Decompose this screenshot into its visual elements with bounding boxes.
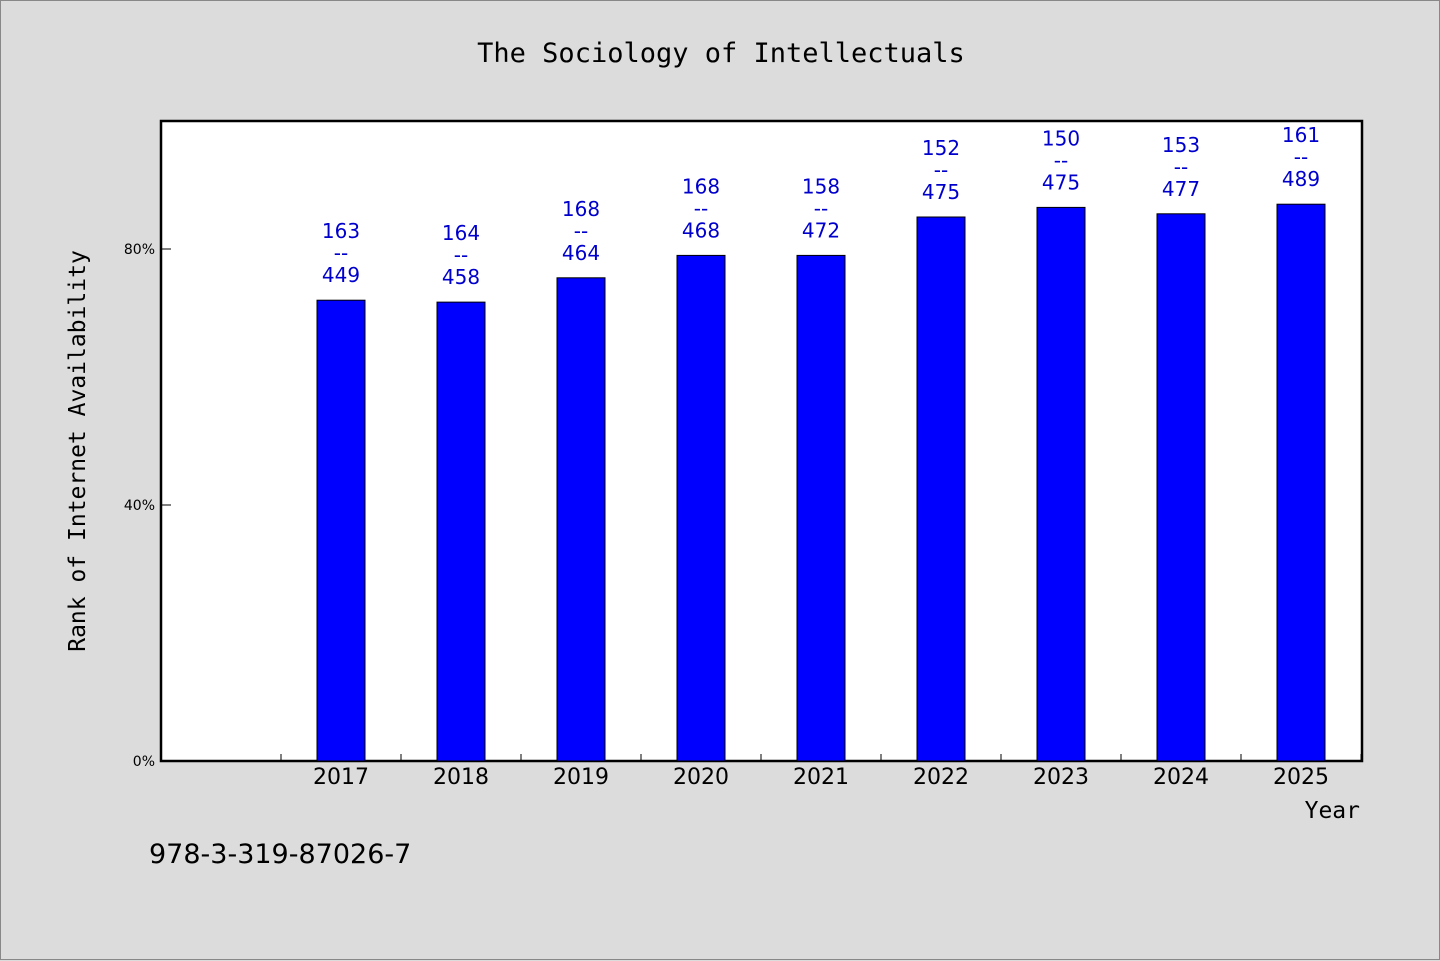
bar-label-2018-sep: --	[454, 243, 468, 267]
bar-2021	[796, 254, 846, 762]
y-tick-label: 0%	[133, 754, 155, 770]
x-tick-label-2023: 2023	[1033, 765, 1089, 790]
bar-label-2024-top: 153	[1162, 133, 1200, 157]
x-tick-label-2020: 2020	[673, 765, 729, 790]
bar-label-2022-top: 152	[922, 136, 960, 160]
y-tick-label: 40%	[124, 498, 155, 514]
bar-2020	[676, 254, 726, 762]
x-axis-label: Year	[1305, 798, 1360, 824]
y-tick-label: 80%	[124, 242, 155, 258]
bar-label-2019-top: 168	[562, 197, 600, 221]
bar-2025	[1276, 203, 1326, 762]
bar-label-2021-bottom: 472	[802, 218, 840, 242]
x-tick-label-2019: 2019	[553, 765, 609, 790]
bar-label-2017-sep: --	[334, 241, 348, 265]
bar-label-2017-top: 163	[322, 219, 360, 243]
bar-label-2018-bottom: 458	[442, 265, 480, 289]
bar-label-2019-sep: --	[574, 219, 588, 243]
bar-label-2025-sep: --	[1294, 145, 1308, 169]
data-labels-group: 163--449164--458168--464168--468158--472…	[322, 123, 1320, 289]
x-tick-label-2017: 2017	[313, 765, 369, 790]
bar-label-2021-top: 158	[802, 174, 840, 198]
bar-label-2020-sep: --	[694, 196, 708, 220]
bar-label-2022-bottom: 475	[922, 180, 960, 204]
bar-2017	[316, 299, 366, 762]
bar-label-2024-bottom: 477	[1162, 177, 1200, 201]
bar-2019	[556, 277, 606, 762]
bar-label-2025-bottom: 489	[1282, 167, 1320, 191]
bar-label-2017-bottom: 449	[322, 263, 360, 287]
chart-title: The Sociology of Intellectuals	[477, 38, 965, 69]
x-tick-label-2025: 2025	[1273, 765, 1329, 790]
bar-label-2023-bottom: 475	[1042, 170, 1080, 194]
bar-2023	[1036, 206, 1086, 762]
bar-label-2020-bottom: 468	[682, 218, 720, 242]
bar-label-2025-top: 161	[1282, 123, 1320, 147]
bar-label-2023-top: 150	[1042, 126, 1080, 150]
x-tick-label-2024: 2024	[1153, 765, 1209, 790]
x-axis: 2017 2018 2019 2020 2021 2022 2023 2024 2025	[280, 754, 1362, 790]
bar-label-2021-sep: --	[814, 196, 828, 220]
bar-label-2020-top: 168	[682, 174, 720, 198]
x-tick-label-2018: 2018	[433, 765, 489, 790]
isbn-label: 978-3-319-87026-7	[149, 839, 411, 870]
bars-group	[316, 203, 1326, 762]
bar-label-2024-sep: --	[1174, 155, 1188, 179]
bar-label-2023-sep: --	[1054, 148, 1068, 172]
x-tick-label-2021: 2021	[793, 765, 849, 790]
bar-2022	[916, 216, 966, 762]
x-tick-label-2022: 2022	[913, 765, 969, 790]
bar-2024	[1156, 213, 1206, 762]
bar-label-2019-bottom: 464	[562, 241, 600, 265]
bar-label-2022-sep: --	[934, 158, 948, 182]
y-axis-label: Rank of Internet Availability	[65, 250, 91, 652]
bar-2018	[436, 301, 486, 762]
y-axis: 0% 40% 80%	[124, 242, 171, 770]
bar-label-2018-top: 164	[442, 221, 480, 245]
